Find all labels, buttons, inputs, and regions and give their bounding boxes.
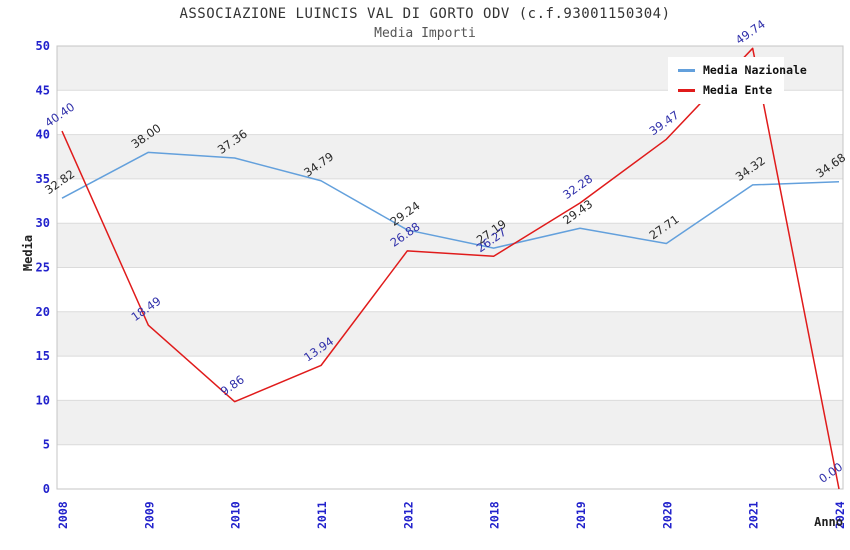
y-tick-label: 0: [43, 482, 50, 496]
y-tick-label: 15: [36, 349, 50, 363]
data-label: 40.40: [42, 100, 77, 130]
plot-border: [56, 45, 844, 490]
background-band: [57, 134, 843, 179]
line-swatch-icon: [678, 88, 695, 92]
legend: Media Nazionale Media Ente: [668, 57, 807, 104]
y-tick-label: 30: [36, 216, 50, 230]
x-tick-label: 2011: [315, 501, 329, 529]
y-tick-label: 45: [36, 83, 50, 97]
x-tick-label: 2019: [574, 501, 588, 529]
data-label: 9.86: [218, 372, 247, 398]
x-axis-title: Anno: [814, 515, 843, 529]
x-tick-label: 2010: [229, 501, 243, 529]
y-tick-label: 10: [36, 393, 50, 407]
background-band: [57, 311, 843, 357]
series-line-media-nazionale: [61, 151, 840, 249]
background-band: [57, 223, 843, 268]
legend-label: Media Nazionale: [703, 63, 807, 77]
x-tick-label: 2024: [833, 501, 847, 529]
chart-title: ASSOCIAZIONE LUINCIS VAL DI GORTO ODV (c…: [179, 6, 671, 22]
y-tick-label: 25: [36, 261, 50, 275]
y-tick-label: 5: [43, 438, 50, 452]
y-tick-label: 40: [36, 128, 50, 142]
chart-subtitle: Media Importi: [374, 26, 476, 41]
x-tick-label: 2021: [747, 501, 761, 529]
legend-label: Media Ente: [703, 82, 773, 97]
legend-item-media-ente[interactable]: Media Ente: [678, 82, 776, 97]
data-label: 0.00: [816, 460, 845, 486]
legend-item-media-nazionale[interactable]: Media Nazionale: [678, 64, 807, 77]
y-tick-label: 20: [36, 305, 50, 319]
line-swatch-icon: [678, 69, 695, 73]
x-tick-label: 2018: [488, 501, 502, 529]
y-tick-label: 50: [36, 39, 50, 53]
y-tick-label: 35: [36, 172, 50, 186]
data-label: 49.74: [733, 17, 768, 47]
x-tick-label: 2009: [142, 501, 156, 529]
background-band: [57, 400, 843, 445]
y-axis-title: Media: [21, 234, 35, 272]
x-tick-label: 2020: [660, 501, 674, 529]
x-tick-label: 2008: [56, 501, 70, 529]
data-label: 39.47: [647, 108, 682, 138]
x-tick-label: 2012: [401, 501, 415, 529]
data-label: 29.43: [560, 197, 595, 227]
